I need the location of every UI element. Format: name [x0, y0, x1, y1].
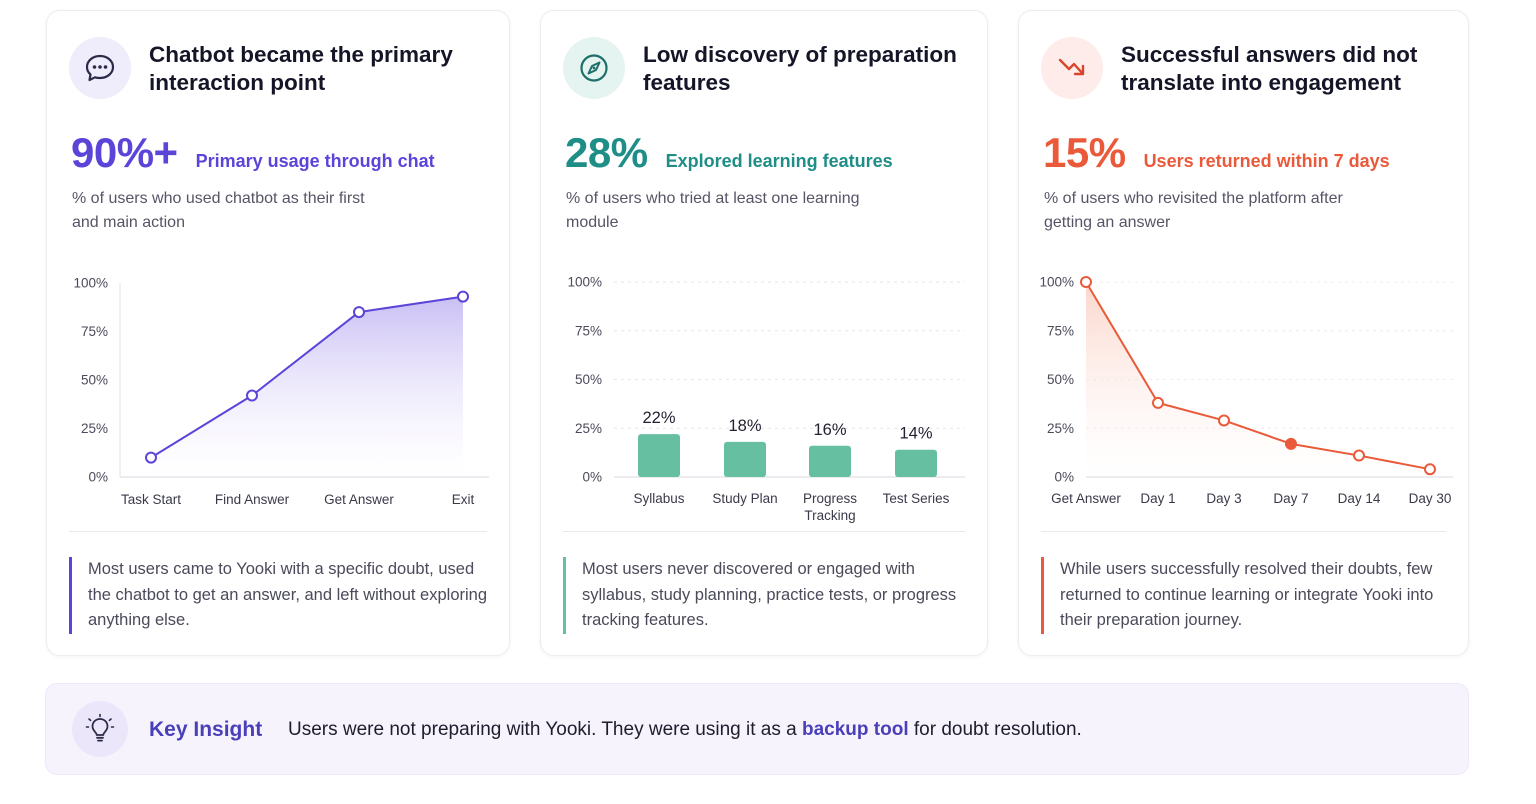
y-tick-label: 0% [1054, 470, 1074, 485]
big-label: Users returned within 7 days [1143, 151, 1390, 171]
x-tick-label: Progress [803, 491, 857, 506]
y-tick-label: 0% [582, 470, 602, 485]
big-label: Primary usage through chat [195, 151, 435, 171]
bar-value-label: 22% [642, 409, 675, 427]
lightbulb-icon [72, 701, 128, 757]
x-tick-label: Syllabus [633, 491, 684, 506]
bar [638, 434, 680, 477]
data-point [1080, 276, 1092, 288]
bar [724, 441, 766, 477]
bar-value-label: 18% [728, 417, 761, 435]
x-tick-label: Get Answer [324, 492, 394, 507]
x-tick-label: Find Answer [215, 492, 290, 507]
x-tick-label: Day 7 [1273, 491, 1308, 506]
y-tick-label: 0% [88, 470, 108, 485]
card-retention: Successful answers did not translate int… [1018, 10, 1469, 656]
insight-title: Key Insight [149, 718, 263, 741]
insight-highlight: backup tool [801, 719, 909, 740]
x-tick-label: Day 14 [1338, 491, 1381, 506]
divider [69, 531, 487, 532]
x-tick-label: Exit [452, 492, 475, 507]
data-point [1424, 463, 1436, 476]
funnel-area-chart: 0% 25% 50% 75% 100% Task Start Find Answer Get … [73, 276, 489, 507]
x-tick-label: Get Answer [1051, 491, 1121, 506]
big-number: 28% [565, 129, 648, 176]
big-label: Explored learning features [665, 151, 893, 171]
insight-text-before: Users were not preparing with Yooki. The… [288, 719, 802, 740]
big-number: 15% [1043, 129, 1126, 176]
card-title: Low discovery of preparation features [643, 42, 957, 95]
x-tick-label: Tracking [804, 508, 855, 523]
y-tick-label: 50% [575, 372, 602, 387]
data-point [1152, 396, 1164, 409]
data-point [1218, 414, 1230, 427]
retention-area-chart: 0% 25% 50% 75% 100% Get Answer Day 1 Day 3 Day 7… [1039, 275, 1453, 506]
metric-description: % of users who tried at least one learni… [566, 190, 860, 231]
trend-down-icon [1041, 37, 1103, 99]
x-tick-label: Day 3 [1206, 491, 1241, 506]
data-point [1353, 449, 1365, 462]
data-point [1285, 437, 1297, 450]
big-number: 90%+ [71, 129, 178, 176]
metric-description: % of users who used chatbot as their fir… [72, 190, 365, 231]
key-insight-banner: Key Insight Users were not preparing wit… [45, 683, 1469, 775]
bar [895, 449, 937, 477]
data-point [457, 290, 469, 303]
y-tick-label: 100% [567, 275, 602, 290]
y-tick-label: 100% [73, 276, 108, 291]
series-line [1085, 281, 1431, 471]
divider [1041, 531, 1446, 532]
data-point [145, 451, 157, 464]
card-feature-discovery: Low discovery of preparation features 28… [540, 10, 988, 656]
divider [563, 531, 965, 532]
chat-bubble-icon [69, 37, 131, 99]
bar-value-label: 14% [899, 425, 932, 443]
card-chatbot-usage: Chatbot became the primary interaction p… [46, 10, 510, 656]
y-tick-label: 25% [81, 421, 108, 436]
card-note: Most users never discovered or engaged w… [563, 557, 967, 634]
y-tick-label: 50% [81, 373, 108, 388]
insight-text: Users were not preparing with Yooki. The… [288, 719, 1082, 741]
bar [809, 445, 851, 477]
data-point [246, 389, 258, 402]
x-tick-label: Test Series [883, 491, 950, 506]
bar-value-label: 16% [813, 421, 846, 439]
insight-text-after: for doubt resolution. [908, 719, 1082, 740]
y-tick-label: 100% [1039, 275, 1074, 290]
x-tick-label: Study Plan [712, 491, 777, 506]
x-tick-label: Task Start [121, 492, 181, 507]
card-title: Chatbot became the primary interaction p… [149, 42, 453, 95]
card-note: While users successfully resolved their … [1041, 557, 1448, 634]
y-tick-label: 50% [1047, 372, 1074, 387]
area-fill [151, 296, 463, 477]
y-tick-label: 25% [1047, 421, 1074, 436]
series-line [150, 295, 464, 459]
y-tick-label: 75% [1047, 323, 1074, 338]
card-title: Successful answers did not translate int… [1121, 42, 1418, 95]
data-point [353, 306, 365, 319]
x-tick-label: Day 1 [1140, 491, 1175, 506]
y-tick-label: 75% [575, 323, 602, 338]
metric-description: % of users who revisited the platform af… [1044, 190, 1343, 231]
y-tick-label: 25% [575, 421, 602, 436]
x-tick-label: Day 30 [1409, 491, 1452, 506]
feature-bar-chart: 0% 25% 50% 75% 100% 22% 18% 16% 14% Syllabus Study… [567, 275, 965, 523]
y-tick-label: 75% [81, 324, 108, 339]
compass-icon [563, 37, 625, 99]
area-fill [1086, 282, 1430, 477]
card-note: Most users came to Yooki with a specific… [69, 557, 489, 634]
